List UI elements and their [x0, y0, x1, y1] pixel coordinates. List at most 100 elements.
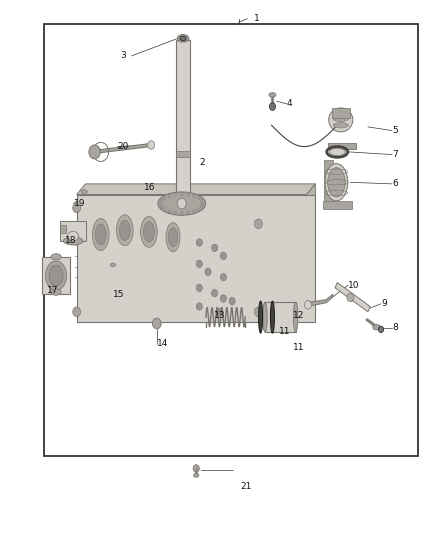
Circle shape — [73, 307, 81, 317]
Circle shape — [220, 295, 226, 302]
Text: 21: 21 — [240, 482, 251, 490]
Circle shape — [304, 301, 311, 309]
Ellipse shape — [194, 474, 199, 478]
Ellipse shape — [166, 222, 180, 252]
Ellipse shape — [63, 237, 83, 245]
Bar — [163, 201, 203, 208]
Circle shape — [196, 284, 202, 292]
Text: 20: 20 — [117, 142, 129, 151]
Ellipse shape — [120, 220, 130, 240]
Ellipse shape — [92, 219, 109, 251]
Circle shape — [89, 145, 100, 159]
Text: 3: 3 — [120, 52, 126, 60]
Circle shape — [193, 465, 199, 472]
Ellipse shape — [293, 302, 298, 332]
Polygon shape — [335, 282, 370, 312]
Circle shape — [177, 198, 186, 209]
Ellipse shape — [328, 167, 345, 197]
Text: 9: 9 — [381, 300, 387, 308]
Text: 11: 11 — [293, 343, 304, 352]
Circle shape — [269, 103, 276, 110]
Ellipse shape — [49, 265, 63, 286]
Circle shape — [152, 318, 161, 329]
Circle shape — [229, 297, 235, 305]
Text: 2: 2 — [199, 158, 205, 167]
Circle shape — [254, 307, 262, 317]
Circle shape — [163, 196, 166, 199]
Circle shape — [212, 244, 218, 252]
Ellipse shape — [270, 301, 274, 333]
Text: 4: 4 — [287, 100, 293, 108]
Circle shape — [160, 199, 163, 202]
Bar — [265, 302, 296, 332]
Circle shape — [220, 273, 226, 281]
Ellipse shape — [269, 93, 276, 97]
Ellipse shape — [141, 216, 157, 247]
Ellipse shape — [67, 231, 78, 241]
Bar — [44, 24, 418, 456]
Circle shape — [198, 196, 200, 199]
Circle shape — [174, 211, 177, 214]
Ellipse shape — [177, 35, 189, 42]
Text: 5: 5 — [392, 126, 398, 135]
Circle shape — [193, 194, 195, 197]
Ellipse shape — [51, 289, 61, 295]
Ellipse shape — [325, 164, 348, 201]
Ellipse shape — [169, 228, 177, 247]
Circle shape — [347, 293, 354, 302]
Ellipse shape — [258, 301, 263, 333]
Ellipse shape — [373, 325, 381, 330]
Text: 15: 15 — [113, 290, 124, 298]
Ellipse shape — [81, 190, 87, 194]
Circle shape — [198, 208, 200, 211]
Circle shape — [163, 208, 166, 211]
Ellipse shape — [333, 110, 349, 115]
Bar — [328, 143, 356, 149]
Ellipse shape — [161, 193, 202, 214]
Circle shape — [201, 205, 203, 208]
Bar — [176, 151, 190, 157]
Circle shape — [216, 308, 222, 316]
Circle shape — [187, 193, 190, 196]
Text: 8: 8 — [392, 324, 398, 332]
Ellipse shape — [95, 224, 106, 245]
Circle shape — [159, 202, 162, 205]
Ellipse shape — [144, 222, 154, 242]
Circle shape — [196, 303, 202, 310]
Text: 18: 18 — [65, 237, 76, 245]
Bar — [77, 195, 315, 322]
Circle shape — [160, 205, 163, 208]
Bar — [60, 225, 66, 233]
Ellipse shape — [263, 302, 267, 332]
Bar — [60, 221, 86, 241]
Text: 14: 14 — [157, 340, 168, 348]
Circle shape — [201, 202, 204, 205]
Polygon shape — [158, 192, 206, 215]
Bar — [42, 257, 70, 294]
Bar — [176, 40, 190, 205]
Ellipse shape — [117, 215, 133, 246]
Circle shape — [187, 211, 190, 214]
Circle shape — [168, 210, 171, 213]
Circle shape — [201, 199, 203, 202]
Ellipse shape — [51, 254, 61, 260]
Circle shape — [205, 268, 211, 276]
Text: 13: 13 — [214, 311, 225, 320]
Ellipse shape — [333, 123, 349, 128]
Bar — [332, 108, 350, 118]
Circle shape — [212, 289, 218, 297]
Text: 17: 17 — [47, 286, 59, 295]
Text: 12: 12 — [293, 311, 304, 320]
Polygon shape — [77, 184, 315, 195]
Ellipse shape — [329, 148, 345, 156]
Bar — [323, 201, 352, 209]
Ellipse shape — [180, 36, 186, 41]
Bar — [324, 160, 333, 208]
Circle shape — [378, 326, 384, 333]
Circle shape — [180, 192, 183, 196]
Circle shape — [174, 193, 177, 196]
Circle shape — [73, 203, 81, 213]
Circle shape — [180, 212, 183, 215]
Polygon shape — [307, 184, 315, 322]
Polygon shape — [307, 294, 333, 306]
